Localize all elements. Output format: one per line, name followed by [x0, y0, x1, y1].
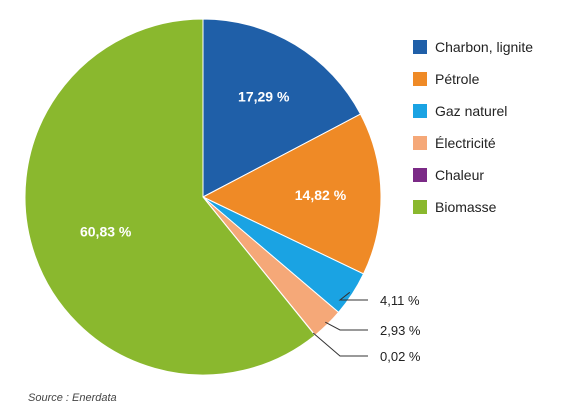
legend-swatch-biomasse	[413, 200, 427, 214]
pie-slice-petrole	[201, 113, 382, 275]
legend-swatch-electricite	[413, 136, 427, 150]
data-label-charbon-lignite: 17,29 %	[238, 88, 290, 104]
data-label-chaleur: 0,02 %	[380, 349, 421, 364]
source-note: Source : Enerdata	[28, 392, 117, 404]
legend-label-biomasse: Biomasse	[435, 199, 497, 215]
leader-line-gaz-naturel	[338, 291, 368, 301]
legend-swatch-charbon-lignite	[413, 40, 427, 54]
legend-label-chaleur: Chaleur	[435, 167, 484, 183]
legend-label-electricite: Électricité	[435, 135, 496, 151]
legend-label-charbon-lignite: Charbon, lignite	[435, 39, 533, 55]
pie-slice-biomasse	[24, 18, 316, 376]
data-label-petrole: 14,82 %	[295, 187, 347, 203]
legend: Charbon, lignite Pétrole Gaz naturel Électr…	[413, 39, 533, 215]
slice-labels: 17,29 % 14,82 % 4,11 % 2,93 % 0,02 % 60,83 %	[80, 88, 421, 364]
data-label-electricite: 2,93 %	[380, 323, 421, 338]
data-label-biomasse: 60,83 %	[80, 223, 132, 239]
legend-label-gaz-naturel: Gaz naturel	[435, 103, 507, 119]
legend-swatch-petrole	[413, 72, 427, 86]
pie-slices	[24, 18, 382, 376]
leader-line-chaleur	[312, 332, 368, 357]
pie-slice-charbon-lignite	[202, 18, 362, 198]
legend-label-petrole: Pétrole	[435, 71, 480, 87]
legend-swatch-chaleur	[413, 168, 427, 182]
leader-lines	[312, 291, 368, 357]
data-label-gaz-naturel: 4,11 %	[380, 293, 420, 308]
leader-line-electricite	[325, 321, 368, 331]
legend-swatch-gaz-naturel	[413, 104, 427, 118]
